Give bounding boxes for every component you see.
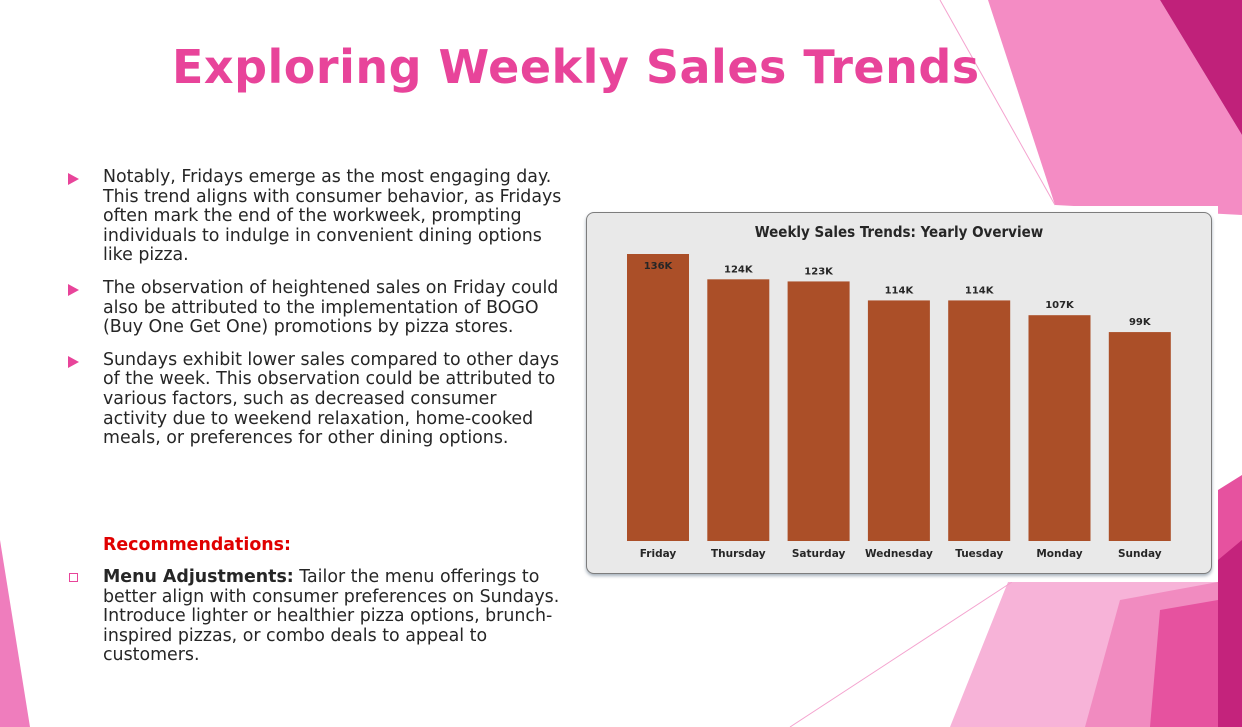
x-tick-label: Friday: [640, 548, 677, 560]
chart-image: Weekly Sales Trends: Yearly Overview 136…: [580, 206, 1218, 582]
decor-shape-2: [1160, 0, 1242, 135]
recommendation-item: Menu Adjustments: Tailor the menu offeri…: [66, 567, 566, 666]
x-tick-label: Monday: [1036, 548, 1082, 560]
chart-title: Weekly Sales Trends: Yearly Overview: [754, 223, 1044, 241]
bar-monday: [1028, 315, 1091, 541]
bullet-item: The observation of heightened sales on F…: [66, 277, 566, 338]
page-title: Exploring Weekly Sales Trends: [172, 40, 980, 94]
bar-saturday: [787, 281, 850, 541]
decor-line-top: [939, 0, 1056, 206]
bar-tuesday: [948, 300, 1011, 541]
bar-chart: 136K Friday 124K Thursday 123K Saturday 114K We…: [627, 254, 1171, 560]
bar-thursday: [707, 279, 770, 541]
decor-shape-left: [0, 540, 30, 727]
bullet-text: The observation of heightened sales on F…: [103, 277, 559, 338]
x-tick-label: Saturday: [792, 548, 846, 560]
x-tick-label: Tuesday: [955, 548, 1003, 560]
data-label: 123K: [804, 266, 834, 277]
data-label: 114K: [965, 285, 995, 296]
x-tick-label: Sunday: [1118, 548, 1162, 560]
decor-shape-5: [950, 582, 1218, 727]
play-arrow-icon: [68, 355, 79, 368]
decor-shape-7: [1150, 600, 1218, 727]
data-label: 114K: [885, 285, 915, 296]
bar-friday: [627, 254, 689, 541]
bullet-text: Notably, Fridays emerge as the most enga…: [103, 167, 562, 266]
data-label: 124K: [724, 264, 754, 275]
x-tick-label: Wednesday: [865, 548, 933, 560]
data-label: 107K: [1045, 300, 1075, 311]
hollow-square-icon: [69, 573, 78, 582]
decor-line-bottom: [789, 581, 1013, 727]
recommendation-term: Menu Adjustments:: [103, 567, 294, 587]
data-label: 99K: [1129, 317, 1152, 328]
chart-card: Weekly Sales Trends: Yearly Overview 136…: [586, 212, 1212, 574]
data-label: 136K: [644, 261, 674, 272]
bullet-item: Notably, Fridays emerge as the most enga…: [66, 167, 566, 266]
decor-shape-6: [1085, 582, 1218, 727]
bar-wednesday: [867, 300, 930, 541]
bullet-list: Notably, Fridays emerge as the most enga…: [66, 167, 566, 462]
play-arrow-icon: [68, 283, 79, 296]
recommendations-heading: Recommendations:: [103, 535, 291, 555]
play-arrow-icon: [68, 173, 79, 185]
bar-sunday: [1108, 332, 1171, 541]
decor-shape-1: [988, 0, 1242, 215]
bullet-item: Sundays exhibit lower sales compared to …: [66, 349, 566, 449]
recommendation-text: Tailor the menu offerings to better alig…: [103, 567, 560, 666]
x-tick-label: Thursday: [711, 548, 766, 560]
bullet-text: Sundays exhibit lower sales compared to …: [103, 349, 560, 449]
